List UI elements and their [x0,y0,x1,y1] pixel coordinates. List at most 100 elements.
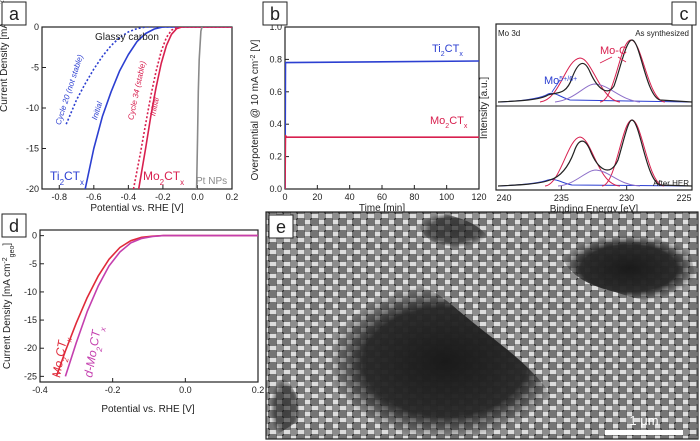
series-line-1 [65,27,232,125]
y-tick-label: -20 [24,343,37,353]
x-tick-label: -0.4 [32,385,48,395]
y-tick-label: -10 [26,103,39,113]
panel-c-top-fit-purple [554,83,641,103]
x-tick-label: 60 [377,192,387,202]
y-tick-label: 0.6 [269,87,282,97]
panel-b-xlabel: Time [min] [359,203,406,214]
panel-e-dark-region-top [418,212,490,248]
panel-c-letter: c [680,4,689,24]
panel-e-scalebar [605,430,683,435]
series-line-1 [285,134,479,189]
panel-a-cycle34-label: Cycle 34 (stable) [126,60,147,121]
panel-e-scalebar-label: 1 μm [629,413,658,428]
panel-c-moc-pointer-2 [617,56,627,63]
panel-d-series [55,234,258,377]
panel-b-letter-box [262,1,288,26]
x-tick-label: 0 [282,192,287,202]
panel-b-ti-label: Ti2CTx [432,43,463,58]
panel-a-letter-box [1,1,27,26]
x-tick-label: -0.2 [155,192,171,202]
panel-e-frame [265,211,699,440]
panel-e-dark-region-center [328,284,562,439]
panel-c-top-envelope [497,39,692,103]
panel-c-top-right-label: As synthesized [635,29,689,38]
panel-c-bottom-right-label: After HER [653,179,689,188]
panel-e-letter: e [276,217,286,237]
y-tick-label: -15 [26,144,39,154]
x-tick-label: -0.2 [105,385,121,395]
series-line-1 [64,234,258,377]
series-line-3 [132,27,232,189]
panel-b-series [285,60,479,189]
x-tick-label: 120 [471,192,486,202]
panel-a-ti-label: Ti2CTx [50,169,84,187]
panel-b-ticks: 0 20 40 60 80 100 120 0.0 0.2 0.4 0.6 0.8 1.0 [269,22,486,202]
y-tick-label: -20 [26,184,39,194]
panel-c-bottom-envelope [497,119,692,187]
y-tick-label: 0.4 [269,119,282,129]
panel-e-dark-region-right [560,234,698,302]
panel-a: -0.8 -0.6 -0.4 -0.2 0.0 0.2 0 -5 -10 -15 -20 Glass… [0,0,238,214]
panel-b: 0 20 40 60 80 100 120 0.0 0.2 0.4 0.6 0.8 1.0 Overpo… [250,1,487,214]
panel-c-moc-label: Mo-C [600,45,627,57]
y-tick-label: 0.0 [269,184,282,194]
x-tick-label: 225 [676,193,691,203]
panel-a-pt-label: Pt NPs [196,176,227,187]
x-tick-label: 100 [439,192,454,202]
panel-b-mo-label: Mo2CTx [430,115,468,130]
panel-d-mo-label: Mo2CTx [49,335,74,380]
panel-a-title: Glassy carbon [95,32,159,43]
panel-c-moc-pointer-1 [599,56,613,64]
panel-c: 240 235 230 225 Mo 3d As synthesized After … [479,1,697,215]
panel-d-letter: d [9,216,19,236]
y-tick-label: -5 [31,63,39,73]
series-line-4 [195,27,203,189]
x-tick-label: 0.0 [179,385,192,395]
panel-b-letter: b [270,4,280,24]
panel-d-dmo-label: d-Mo2CTx [81,324,107,379]
y-tick-label: 0 [32,231,37,241]
panel-d-xlabel: Potential vs. RHE [V] [101,404,195,415]
panel-c-mo-oxide-label: Mo5+/6+ [544,75,577,87]
x-tick-label: -0.6 [86,192,102,202]
y-tick-label: 0.2 [269,152,282,162]
x-tick-label: 40 [345,192,355,202]
panel-d-letter-box [1,213,27,238]
panel-e-dark-region-left [270,377,300,439]
panel-d-ticks: -0.4 -0.2 0.0 0.2 0 -5 -10 -15 -20 -25 [24,231,264,395]
panel-d: -0.4 -0.2 0.0 0.2 0 -5 -10 -15 -20 -25 Current De… [1,213,264,415]
y-tick-label: 1.0 [269,22,282,32]
panel-c-bottom-moc-fit-1 [544,136,621,187]
y-tick-label: -25 [24,371,37,381]
x-tick-label: 240 [496,193,511,203]
panel-c-mo-pointer [551,79,561,93]
x-tick-label: 0.2 [226,192,239,202]
panel-a-mo-label: Mo2CTx [143,169,184,187]
panel-e: 1 μm e [265,211,699,440]
panel-e-micrograph [266,212,698,439]
panel-a-initial-red-label: Initial [148,96,161,116]
panel-c-top-left-label: Mo 3d [498,29,520,38]
series-line-0 [285,60,479,189]
panel-c-frame [495,23,693,191]
panel-c-spectra [497,39,692,187]
panel-a-xlabel: Potential vs. RHE [V] [90,203,184,214]
x-tick-label: -0.4 [121,192,137,202]
y-tick-label: 0.8 [269,54,282,64]
panel-c-xlabel: Binding Energy [eV] [550,204,639,215]
panel-d-frame [39,229,259,383]
y-tick-label: -5 [29,259,37,269]
x-tick-label: 20 [312,192,322,202]
panel-c-letter-box [671,1,697,26]
panel-a-series [65,27,232,189]
panel-e-letter-box [268,214,294,239]
x-tick-label: 0.0 [191,192,204,202]
panel-c-ylabel: Intensity [a.u.] [479,77,490,139]
y-tick-label: -15 [24,315,37,325]
x-tick-label: 0.2 [252,385,265,395]
x-tick-label: -0.8 [52,192,68,202]
y-tick-label: -10 [24,287,37,297]
panel-a-ticks: -0.8 -0.6 -0.4 -0.2 0.0 0.2 0 -5 -10 -15 -20 [26,22,238,202]
series-line-0 [84,27,232,189]
